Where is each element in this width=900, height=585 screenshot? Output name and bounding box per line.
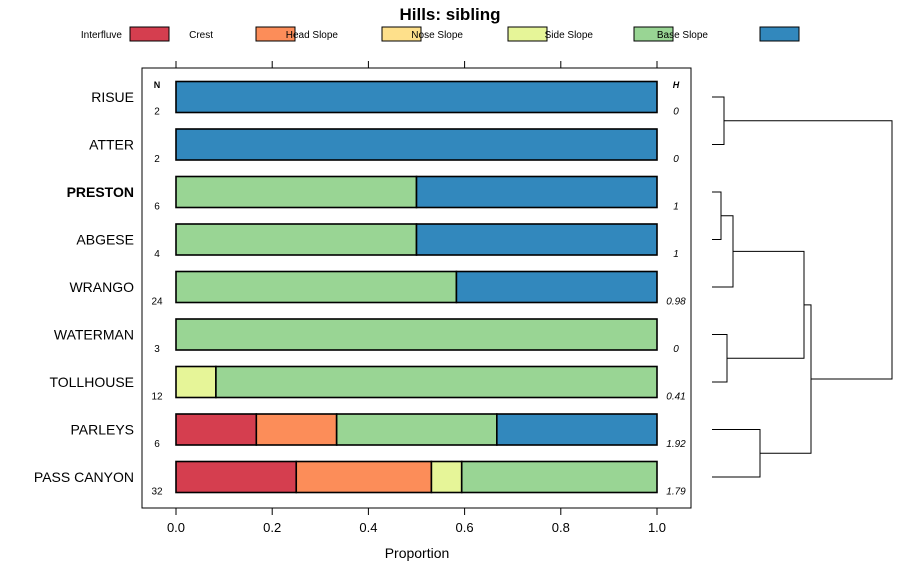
row-n-value: 24: [151, 297, 163, 308]
row-label: RISUE: [91, 89, 134, 105]
row-label: TOLLHOUSE: [49, 374, 134, 390]
row-label: ABGESE: [76, 232, 134, 248]
bar-segment: [430, 460, 463, 494]
legend-label: Interfluve: [81, 30, 123, 41]
row-label: WRANGO: [69, 279, 134, 295]
bar-segment: [415, 175, 658, 209]
legend-label: Side Slope: [545, 30, 594, 41]
row-label: ATTER: [89, 137, 134, 153]
row-h-value: 0: [673, 107, 679, 118]
bar-segment: [175, 223, 418, 256]
dendrogram-link: [712, 334, 728, 383]
bar-segment: [175, 270, 458, 304]
bar-segment: [496, 413, 658, 446]
dendrogram-link: [727, 250, 805, 359]
bar-segment: [175, 460, 298, 494]
dendrogram: [712, 96, 893, 478]
h-column-header: H: [673, 80, 680, 90]
bar-segment: [175, 413, 258, 446]
dendrogram-link: [712, 215, 734, 288]
plot-frame: [141, 67, 692, 509]
row-n-value: 6: [154, 439, 160, 450]
row-h-value: 1: [673, 202, 679, 213]
row-h-value: 1.92: [666, 439, 686, 450]
dendrogram-link: [712, 191, 722, 240]
x-tick-label: 1.0: [648, 520, 666, 535]
legend-swatch: [381, 26, 422, 42]
bar-rows: RISUE 2 0 ATTER 2 0 PRESTON 6 1 ABGESE 4 1 WRANGO 24 0…: [34, 80, 686, 498]
x-axis: 0.0 0.2 0.4 0.6 0.8 1.0: [167, 61, 666, 535]
row-n-value: 32: [151, 487, 163, 498]
row-n-value: 2: [154, 154, 160, 165]
legend-label: Crest: [189, 30, 213, 41]
x-tick-label: 0.4: [359, 520, 377, 535]
x-axis-label: Proportion: [385, 545, 450, 561]
row-h-value: 0: [673, 154, 679, 165]
row-h-value: 1.79: [666, 487, 686, 498]
bar-row: WRANGO 24 0.98: [69, 270, 686, 308]
bar-segment: [215, 365, 658, 399]
x-tick-label: 0.6: [456, 520, 474, 535]
row-h-value: 0: [673, 344, 679, 355]
x-tick-label: 0.0: [167, 520, 185, 535]
chart-title: Hills: sibling: [399, 5, 500, 24]
x-tick-label: 0.8: [552, 520, 570, 535]
bar-row: WATERMAN 3 0: [54, 318, 679, 355]
row-label: PARLEYS: [70, 422, 134, 438]
bar-row: PASS CANYON 32 1.79: [34, 460, 686, 498]
row-h-value: 0.41: [666, 392, 685, 403]
bar-row: TOLLHOUSE 12 0.41: [49, 365, 686, 403]
bar-row: ABGESE 4 1: [76, 223, 679, 260]
bar-row: PARLEYS 6 1.92: [70, 413, 686, 450]
bar-segment: [175, 80, 658, 114]
dendrogram-link: [712, 429, 761, 478]
row-n-value: 4: [154, 249, 160, 260]
bar-segment: [455, 270, 658, 304]
bar-row: PRESTON 6 1: [67, 175, 679, 213]
row-label: PASS CANYON: [34, 469, 134, 485]
legend-swatch: [759, 26, 800, 42]
bar-segment: [335, 413, 498, 446]
legend-swatch: [507, 26, 548, 42]
legend: Interfluve Crest Head Slope Nose Slope Side …: [81, 26, 800, 42]
bar-segment: [175, 318, 658, 351]
row-label: PRESTON: [67, 184, 134, 200]
legend-swatch: [633, 26, 674, 42]
legend-label: Head Slope: [286, 30, 339, 41]
row-h-value: 1: [673, 249, 679, 260]
dendrogram-link: [760, 304, 812, 454]
bar-row: RISUE 2 0: [91, 80, 679, 118]
x-tick-label: 0.2: [263, 520, 281, 535]
row-h-value: 0.98: [666, 297, 686, 308]
legend-label: Base Slope: [657, 30, 709, 41]
bar-row: ATTER 2 0: [89, 128, 679, 165]
legend-swatch: [129, 26, 170, 42]
bar-segment: [295, 460, 433, 494]
n-column-header: N: [154, 80, 161, 90]
legend-swatch: [255, 26, 296, 42]
row-n-value: 6: [154, 202, 160, 213]
row-label: WATERMAN: [54, 327, 134, 343]
dendrogram-link: [724, 120, 893, 380]
dendrogram-link: [712, 96, 725, 145]
legend-label: Nose Slope: [411, 30, 463, 41]
row-n-value: 3: [154, 344, 160, 355]
bar-segment: [175, 175, 418, 209]
row-n-value: 12: [151, 392, 163, 403]
row-n-value: 2: [154, 107, 160, 118]
bar-segment: [460, 460, 658, 494]
bar-segment: [415, 223, 658, 256]
bar-segment: [175, 128, 658, 161]
bar-segment: [255, 413, 338, 446]
bar-segment: [175, 365, 217, 399]
